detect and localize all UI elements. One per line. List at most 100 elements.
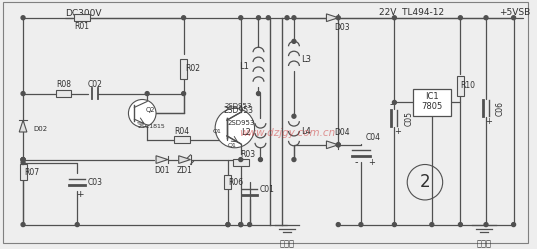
- Text: R03: R03: [240, 150, 255, 159]
- Circle shape: [512, 223, 516, 227]
- Circle shape: [239, 16, 243, 20]
- Circle shape: [336, 143, 340, 147]
- Text: R07: R07: [24, 168, 40, 177]
- Text: L1: L1: [239, 62, 249, 71]
- Circle shape: [215, 108, 255, 148]
- Polygon shape: [179, 156, 191, 163]
- Circle shape: [248, 223, 251, 227]
- Circle shape: [512, 16, 516, 20]
- Circle shape: [393, 223, 396, 227]
- Text: R08: R08: [56, 80, 71, 89]
- Text: 2SC1815: 2SC1815: [137, 124, 165, 128]
- Circle shape: [459, 16, 462, 20]
- Text: R10: R10: [460, 81, 475, 90]
- Text: L2: L2: [241, 128, 251, 137]
- Circle shape: [21, 158, 25, 162]
- Circle shape: [226, 223, 230, 227]
- Text: R06: R06: [228, 178, 243, 187]
- Polygon shape: [156, 156, 168, 163]
- Circle shape: [21, 158, 25, 162]
- Circle shape: [484, 16, 488, 20]
- Circle shape: [75, 223, 79, 227]
- Bar: [20, 165, 26, 180]
- Text: 7805: 7805: [421, 102, 442, 111]
- Circle shape: [336, 143, 340, 147]
- Text: -: -: [390, 99, 393, 109]
- Circle shape: [239, 223, 243, 227]
- Bar: [233, 159, 249, 166]
- Circle shape: [239, 158, 243, 162]
- Circle shape: [430, 223, 434, 227]
- Text: 初级地: 初级地: [280, 240, 294, 249]
- Text: Q1: Q1: [228, 142, 237, 147]
- Bar: [413, 89, 451, 116]
- Text: 2: 2: [419, 173, 430, 191]
- Circle shape: [292, 16, 296, 20]
- Circle shape: [21, 223, 25, 227]
- Circle shape: [292, 158, 296, 162]
- Circle shape: [21, 16, 25, 20]
- Text: Q1: Q1: [212, 128, 221, 133]
- Text: D04: D04: [335, 128, 350, 137]
- Text: +: +: [394, 127, 401, 136]
- Polygon shape: [326, 141, 338, 149]
- Circle shape: [257, 92, 260, 96]
- Circle shape: [359, 223, 363, 227]
- Circle shape: [21, 158, 25, 162]
- Text: -: -: [354, 158, 358, 168]
- Text: www.dzjgy.com.cn: www.dzjgy.com.cn: [239, 128, 335, 138]
- Circle shape: [145, 92, 149, 96]
- Circle shape: [292, 39, 296, 43]
- Text: C05: C05: [404, 111, 413, 126]
- Circle shape: [393, 101, 396, 104]
- Text: 2SD953: 2SD953: [225, 103, 252, 109]
- Text: 2SD953: 2SD953: [223, 106, 253, 115]
- Text: +: +: [368, 158, 375, 167]
- Text: L3: L3: [301, 55, 311, 63]
- Text: D01: D01: [154, 166, 170, 175]
- Text: DC300V: DC300V: [66, 9, 102, 18]
- Text: 22V  TL494-12: 22V TL494-12: [379, 8, 444, 17]
- Circle shape: [393, 16, 396, 20]
- Text: D03: D03: [335, 23, 350, 32]
- Text: IC1: IC1: [425, 92, 439, 101]
- Circle shape: [182, 92, 186, 96]
- Text: C03: C03: [88, 178, 103, 187]
- Bar: [180, 59, 187, 79]
- Bar: [74, 14, 90, 21]
- Circle shape: [292, 114, 296, 118]
- Text: ZD1: ZD1: [177, 166, 193, 175]
- Circle shape: [336, 223, 340, 227]
- Text: 次级地: 次级地: [476, 240, 491, 249]
- Bar: [457, 76, 464, 96]
- Circle shape: [182, 16, 186, 20]
- Circle shape: [239, 223, 243, 227]
- Text: +: +: [485, 117, 492, 126]
- Circle shape: [257, 16, 260, 20]
- Bar: [55, 90, 71, 97]
- Text: +5VSB: +5VSB: [499, 8, 530, 17]
- Polygon shape: [19, 120, 27, 132]
- Circle shape: [21, 161, 25, 165]
- Text: C06: C06: [496, 101, 505, 116]
- Text: C02: C02: [88, 80, 103, 89]
- Text: C01: C01: [259, 185, 274, 194]
- Bar: [174, 136, 190, 143]
- Text: R01: R01: [75, 22, 90, 31]
- Circle shape: [226, 223, 230, 227]
- Text: L4: L4: [301, 126, 311, 135]
- Text: C04: C04: [366, 133, 381, 142]
- Circle shape: [128, 100, 156, 127]
- Circle shape: [258, 158, 263, 162]
- Circle shape: [459, 223, 462, 227]
- Circle shape: [484, 223, 488, 227]
- Text: Q2: Q2: [145, 107, 155, 113]
- Circle shape: [336, 16, 340, 20]
- Text: R02: R02: [185, 64, 200, 73]
- Text: R04: R04: [174, 126, 189, 135]
- Circle shape: [285, 16, 289, 20]
- Bar: [224, 175, 231, 189]
- Circle shape: [21, 92, 25, 96]
- Text: 2SD953: 2SD953: [228, 120, 255, 126]
- Text: D02: D02: [33, 126, 47, 132]
